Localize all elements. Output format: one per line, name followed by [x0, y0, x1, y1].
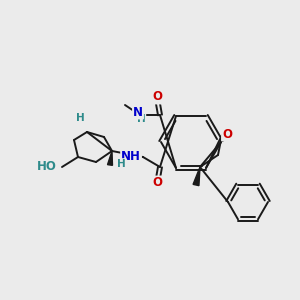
Text: O: O: [222, 128, 232, 140]
Text: N: N: [133, 106, 143, 118]
Polygon shape: [107, 151, 112, 165]
Text: O: O: [152, 176, 162, 190]
Text: H: H: [76, 113, 85, 123]
Text: H: H: [136, 114, 146, 124]
Text: H: H: [117, 159, 125, 169]
Polygon shape: [193, 167, 200, 186]
Text: O: O: [152, 91, 162, 103]
Text: NH: NH: [121, 151, 141, 164]
Text: HO: HO: [37, 160, 57, 173]
